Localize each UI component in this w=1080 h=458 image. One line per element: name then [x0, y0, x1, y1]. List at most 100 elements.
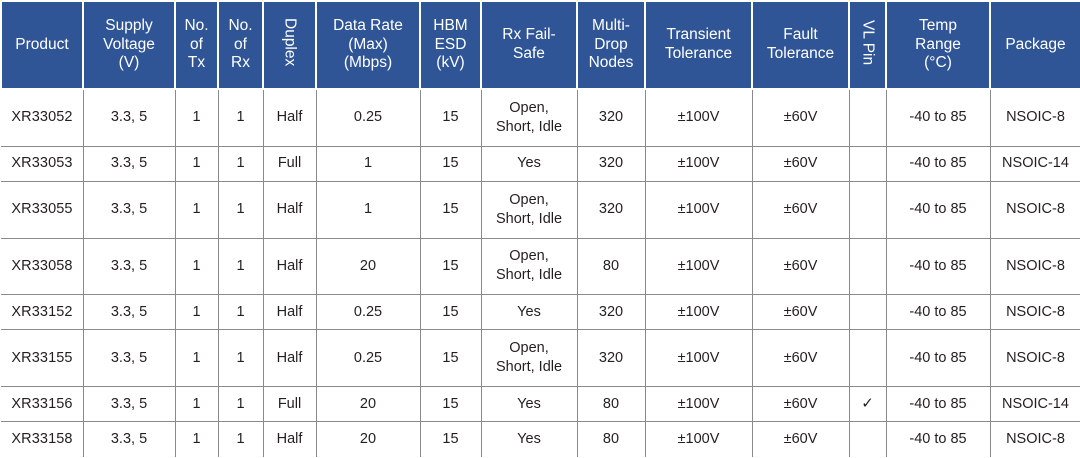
cell-transient: ±100V [644, 237, 753, 296]
cell-duplex: Half [262, 181, 317, 239]
cell-product[interactable]: XR33158 [0, 421, 84, 458]
cell-duplex: Half [262, 88, 317, 147]
column-header-label: (Max) [348, 35, 388, 53]
cell-temp_range: -40 to 85 [885, 88, 991, 147]
table-row[interactable]: XR33156 3.3, 5 1 1 Full 20 15 Yes 80 ±100V ±60V ✓ -4… [0, 385, 1080, 423]
column-header-label: Range [915, 35, 961, 53]
cell-duplex: Full [262, 385, 317, 423]
cell-duplex: Full [262, 145, 317, 183]
cell-text-line: Short, Idle [495, 118, 563, 135]
cell-duplex: Half [262, 293, 317, 331]
column-header-data-rate[interactable]: Data Rate (Max) (Mbps) [315, 0, 421, 90]
cell-rx_fail_safe: Yes [480, 293, 578, 331]
cell-multi_drop: 80 [576, 421, 646, 458]
column-header-product[interactable]: Product [0, 0, 84, 90]
cell-multi_drop: 320 [576, 181, 646, 239]
cell-temp_range: -40 to 85 [885, 329, 991, 387]
cell-rx_fail_safe: Yes [480, 385, 578, 423]
column-header-label: Nodes [588, 54, 634, 72]
column-header-label: Package [1005, 35, 1066, 53]
column-header-label: Tx [187, 54, 206, 72]
cell-no_tx: 1 [174, 293, 219, 331]
cell-text-line: Short, Idle [495, 267, 563, 284]
column-header-label: No. [228, 16, 253, 34]
column-header-temp-range[interactable]: Temp Range (°C) [885, 0, 991, 90]
table-row[interactable]: XR33158 3.3, 5 1 1 Half 20 15 Yes 80 ±100V ±60V -4… [0, 421, 1080, 458]
table-row[interactable]: XR33058 3.3, 5 1 1 Half 20 15 Open, Short, Idle 8… [0, 237, 1080, 296]
column-header-rx-fail-safe[interactable]: Rx Fail- Safe [480, 0, 578, 90]
cell-package: NSOIC-14 [989, 385, 1080, 423]
check-icon: ✓ [861, 394, 874, 412]
cell-vl_pin [848, 181, 887, 239]
column-header-label: No. [184, 16, 209, 34]
cell-temp_range: -40 to 85 [885, 181, 991, 239]
column-header-transient-tolerance[interactable]: Transient Tolerance [644, 0, 753, 90]
column-header-label: Rx Fail- [502, 26, 556, 44]
column-header-supply-voltage[interactable]: Supply Voltage (V) [82, 0, 176, 90]
column-header-no-of-rx[interactable]: No. of Rx [217, 0, 264, 90]
table-row[interactable]: XR33155 3.3, 5 1 1 Half 0.25 15 Open, Short, Idl… [0, 329, 1080, 387]
cell-transient: ±100V [644, 145, 753, 183]
cell-no_rx: 1 [217, 329, 264, 387]
cell-transient: ±100V [644, 88, 753, 147]
cell-data_rate: 20 [315, 421, 421, 458]
cell-vl_pin: ✓ [848, 385, 887, 423]
cell-text-line: Short, Idle [495, 359, 563, 376]
cell-text-line: Open, [509, 99, 549, 116]
cell-fault: ±60V [751, 385, 850, 423]
column-header-no-of-tx[interactable]: No. of Tx [174, 0, 219, 90]
column-header-label: Safe [513, 45, 545, 62]
cell-no_tx: 1 [174, 181, 219, 239]
column-header-label: of [234, 35, 247, 53]
cell-hbm_esd: 15 [419, 385, 482, 423]
cell-data_rate: 20 [315, 237, 421, 296]
cell-temp_range: -40 to 85 [885, 293, 991, 331]
cell-data_rate: 0.25 [315, 293, 421, 331]
cell-product[interactable]: XR33152 [0, 293, 84, 331]
cell-temp_range: -40 to 85 [885, 421, 991, 458]
cell-duplex: Half [262, 329, 317, 387]
cell-package: NSOIC-8 [989, 293, 1080, 331]
column-header-label: (V) [118, 54, 140, 72]
cell-hbm_esd: 15 [419, 421, 482, 458]
column-header-label: VL Pin [859, 19, 877, 65]
cell-no_rx: 1 [217, 237, 264, 296]
column-header-label: of [190, 35, 203, 53]
cell-product[interactable]: XR33156 [0, 385, 84, 423]
cell-vl_pin [848, 329, 887, 387]
cell-product[interactable]: XR33052 [0, 88, 84, 147]
column-header-label: Supply [105, 16, 153, 34]
cell-text-line: Open, [509, 340, 549, 357]
column-header-fault-tolerance[interactable]: Fault Tolerance [751, 0, 850, 90]
column-header-vl-pin[interactable]: VL Pin [848, 0, 887, 90]
table-row[interactable]: XR33052 3.3, 5 1 1 Half 0.25 15 Open, Short, Idl… [0, 88, 1080, 147]
cell-no_rx: 1 [217, 181, 264, 239]
cell-text-line: Open, [509, 191, 549, 208]
cell-data_rate: 0.25 [315, 88, 421, 147]
cell-text-line: Short, Idle [495, 210, 563, 227]
cell-product[interactable]: XR33155 [0, 329, 84, 387]
cell-product[interactable]: XR33058 [0, 237, 84, 296]
cell-multi_drop: 320 [576, 88, 646, 147]
cell-rx_fail_safe: Yes [480, 421, 578, 458]
cell-no_rx: 1 [217, 293, 264, 331]
cell-supply: 3.3, 5 [82, 421, 176, 458]
column-header-duplex[interactable]: Duplex [262, 0, 317, 90]
cell-hbm_esd: 15 [419, 293, 482, 331]
column-header-package[interactable]: Package [989, 0, 1080, 90]
cell-product[interactable]: XR33055 [0, 181, 84, 239]
cell-duplex: Half [262, 421, 317, 458]
column-header-hbm-esd[interactable]: HBM ESD (kV) [419, 0, 482, 90]
column-header-multi-drop-nodes[interactable]: Multi- Drop Nodes [576, 0, 646, 90]
cell-multi_drop: 320 [576, 145, 646, 183]
cell-product[interactable]: XR33053 [0, 145, 84, 183]
table-row[interactable]: XR33055 3.3, 5 1 1 Half 1 15 Open, Short, Idle 32… [0, 181, 1080, 239]
table-row[interactable]: XR33053 3.3, 5 1 1 Full 1 15 Yes 320 ±100V ±60V -4… [0, 145, 1080, 183]
column-header-label: Fault [783, 26, 818, 44]
table-row[interactable]: XR33152 3.3, 5 1 1 Half 0.25 15 Yes 320 ±100V ±60V… [0, 293, 1080, 331]
cell-rx_fail_safe: Yes [480, 145, 578, 183]
column-header-label: Duplex [281, 17, 299, 67]
cell-fault: ±60V [751, 88, 850, 147]
cell-no_tx: 1 [174, 329, 219, 387]
cell-supply: 3.3, 5 [82, 329, 176, 387]
